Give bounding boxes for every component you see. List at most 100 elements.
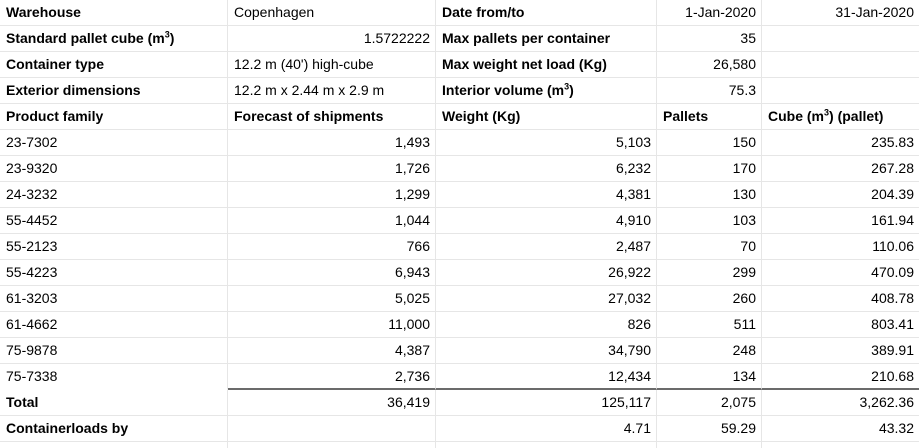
header-pallets[interactable]: Pallets: [657, 104, 762, 130]
header-cube[interactable]: Cube (m3) (pallet): [762, 104, 919, 130]
cell-forecast[interactable]: 1,299: [228, 182, 436, 208]
cell-forecast[interactable]: 1,044: [228, 208, 436, 234]
cell-cube[interactable]: 210.68: [762, 364, 919, 390]
cell-total-pallets[interactable]: 2,075: [657, 390, 762, 416]
cell-forecast[interactable]: 4,387: [228, 338, 436, 364]
cell-pallets[interactable]: 299: [657, 260, 762, 286]
cell-product-family[interactable]: 23-7302: [0, 130, 228, 156]
filler-row: [0, 442, 919, 448]
cell-empty[interactable]: [762, 52, 919, 78]
cell-forecast[interactable]: 1,493: [228, 130, 436, 156]
cell-exterior-dimensions-value[interactable]: 12.2 m x 2.44 m x 2.9 m: [228, 78, 436, 104]
cell-cube[interactable]: 110.06: [762, 234, 919, 260]
cell-containerloads-cube[interactable]: 43.32: [762, 416, 919, 442]
cell-empty[interactable]: [228, 416, 436, 442]
info-row: Standard pallet cube (m3) 1.5722222 Max …: [0, 26, 919, 52]
cell-cube[interactable]: 161.94: [762, 208, 919, 234]
cell-pallets[interactable]: 150: [657, 130, 762, 156]
cell-containerloads-pallets[interactable]: 59.29: [657, 416, 762, 442]
cell-empty[interactable]: [762, 78, 919, 104]
cell-max-weight-value[interactable]: 26,580: [657, 52, 762, 78]
cell-cube[interactable]: 803.41: [762, 312, 919, 338]
cell-containerloads-label[interactable]: Containerloads by: [0, 416, 228, 442]
cell-product-family[interactable]: 55-4223: [0, 260, 228, 286]
header-product-family[interactable]: Product family: [0, 104, 228, 130]
cell-warehouse-label[interactable]: Warehouse: [0, 0, 228, 26]
cell-empty[interactable]: [762, 26, 919, 52]
product-row: 61-3203 5,025 27,032 260 408.78: [0, 286, 919, 312]
cell-forecast[interactable]: 766: [228, 234, 436, 260]
cell-pallets[interactable]: 511: [657, 312, 762, 338]
cell-date-from-value[interactable]: 1-Jan-2020: [657, 0, 762, 26]
cell-date-fromto-label[interactable]: Date from/to: [436, 0, 657, 26]
cell-container-type-label[interactable]: Container type: [0, 52, 228, 78]
superscript: 3: [824, 107, 830, 118]
cell-total-weight[interactable]: 125,117: [436, 390, 657, 416]
cell-weight[interactable]: 34,790: [436, 338, 657, 364]
cell-standard-pallet-cube-label[interactable]: Standard pallet cube (m3): [0, 26, 228, 52]
cell-forecast[interactable]: 5,025: [228, 286, 436, 312]
cell-product-family[interactable]: 24-3232: [0, 182, 228, 208]
cell-pallets[interactable]: 70: [657, 234, 762, 260]
cell-weight[interactable]: 4,381: [436, 182, 657, 208]
cell-cube[interactable]: 408.78: [762, 286, 919, 312]
cell-weight[interactable]: 2,487: [436, 234, 657, 260]
cell-date-to-value[interactable]: 31-Jan-2020: [762, 0, 919, 26]
cell-pallets[interactable]: 260: [657, 286, 762, 312]
cell-interior-volume-label[interactable]: Interior volume (m3): [436, 78, 657, 104]
cell-product-family[interactable]: 23-9320: [0, 156, 228, 182]
cell-pallets[interactable]: 134: [657, 364, 762, 390]
product-row: 24-3232 1,299 4,381 130 204.39: [0, 182, 919, 208]
cell-forecast[interactable]: 6,943: [228, 260, 436, 286]
cell-product-family[interactable]: 55-2123: [0, 234, 228, 260]
cell-max-weight-label[interactable]: Max weight net load (Kg): [436, 52, 657, 78]
product-row: 55-4452 1,044 4,910 103 161.94: [0, 208, 919, 234]
cell-pallets[interactable]: 103: [657, 208, 762, 234]
cell-cube[interactable]: 204.39: [762, 182, 919, 208]
cell-weight[interactable]: 27,032: [436, 286, 657, 312]
cell-exterior-dimensions-label[interactable]: Exterior dimensions: [0, 78, 228, 104]
cell-cube[interactable]: 389.91: [762, 338, 919, 364]
label-text: ) (pallet): [829, 108, 884, 124]
cell-container-type-value[interactable]: 12.2 m (40') high-cube: [228, 52, 436, 78]
cell-product-family[interactable]: 61-4662: [0, 312, 228, 338]
cell-cube[interactable]: 470.09: [762, 260, 919, 286]
cell-standard-pallet-cube-value[interactable]: 1.5722222: [228, 26, 436, 52]
cell-max-pallets-value[interactable]: 35: [657, 26, 762, 52]
cell-cube[interactable]: 267.28: [762, 156, 919, 182]
cell-pallets[interactable]: 130: [657, 182, 762, 208]
cell-total-cube[interactable]: 3,262.36: [762, 390, 919, 416]
cell-interior-volume-value[interactable]: 75.3: [657, 78, 762, 104]
cell-product-family[interactable]: 55-4452: [0, 208, 228, 234]
cell-cube[interactable]: 235.83: [762, 130, 919, 156]
cell-pallets[interactable]: 248: [657, 338, 762, 364]
product-row: 23-7302 1,493 5,103 150 235.83: [0, 130, 919, 156]
cell-forecast[interactable]: 2,736: [228, 364, 436, 390]
cell-product-family[interactable]: 61-3203: [0, 286, 228, 312]
cell-weight[interactable]: 5,103: [436, 130, 657, 156]
cell-max-pallets-label[interactable]: Max pallets per container: [436, 26, 657, 52]
cell-total-forecast[interactable]: 36,419: [228, 390, 436, 416]
cell-product-family[interactable]: 75-9878: [0, 338, 228, 364]
cell-weight[interactable]: 26,922: [436, 260, 657, 286]
product-row: 55-4223 6,943 26,922 299 470.09: [0, 260, 919, 286]
cell-forecast[interactable]: 11,000: [228, 312, 436, 338]
cell-containerloads-weight[interactable]: 4.71: [436, 416, 657, 442]
label-text: ): [569, 82, 574, 98]
header-weight[interactable]: Weight (Kg): [436, 104, 657, 130]
cell-forecast[interactable]: 1,726: [228, 156, 436, 182]
cell-pallets[interactable]: 170: [657, 156, 762, 182]
product-row: 75-9878 4,387 34,790 248 389.91: [0, 338, 919, 364]
cell-weight[interactable]: 826: [436, 312, 657, 338]
cell-total-label[interactable]: Total: [0, 390, 228, 416]
cell-weight[interactable]: 4,910: [436, 208, 657, 234]
label-text: Interior volume (m: [442, 82, 565, 98]
cell-product-family[interactable]: 75-7338: [0, 364, 228, 390]
info-row: Warehouse Copenhagen Date from/to 1-Jan-…: [0, 0, 919, 26]
cell-warehouse-value[interactable]: Copenhagen: [228, 0, 436, 26]
cell-weight[interactable]: 6,232: [436, 156, 657, 182]
header-forecast[interactable]: Forecast of shipments: [228, 104, 436, 130]
total-row: Total 36,419 125,117 2,075 3,262.36: [0, 390, 919, 416]
info-row: Exterior dimensions 12.2 m x 2.44 m x 2.…: [0, 78, 919, 104]
cell-weight[interactable]: 12,434: [436, 364, 657, 390]
